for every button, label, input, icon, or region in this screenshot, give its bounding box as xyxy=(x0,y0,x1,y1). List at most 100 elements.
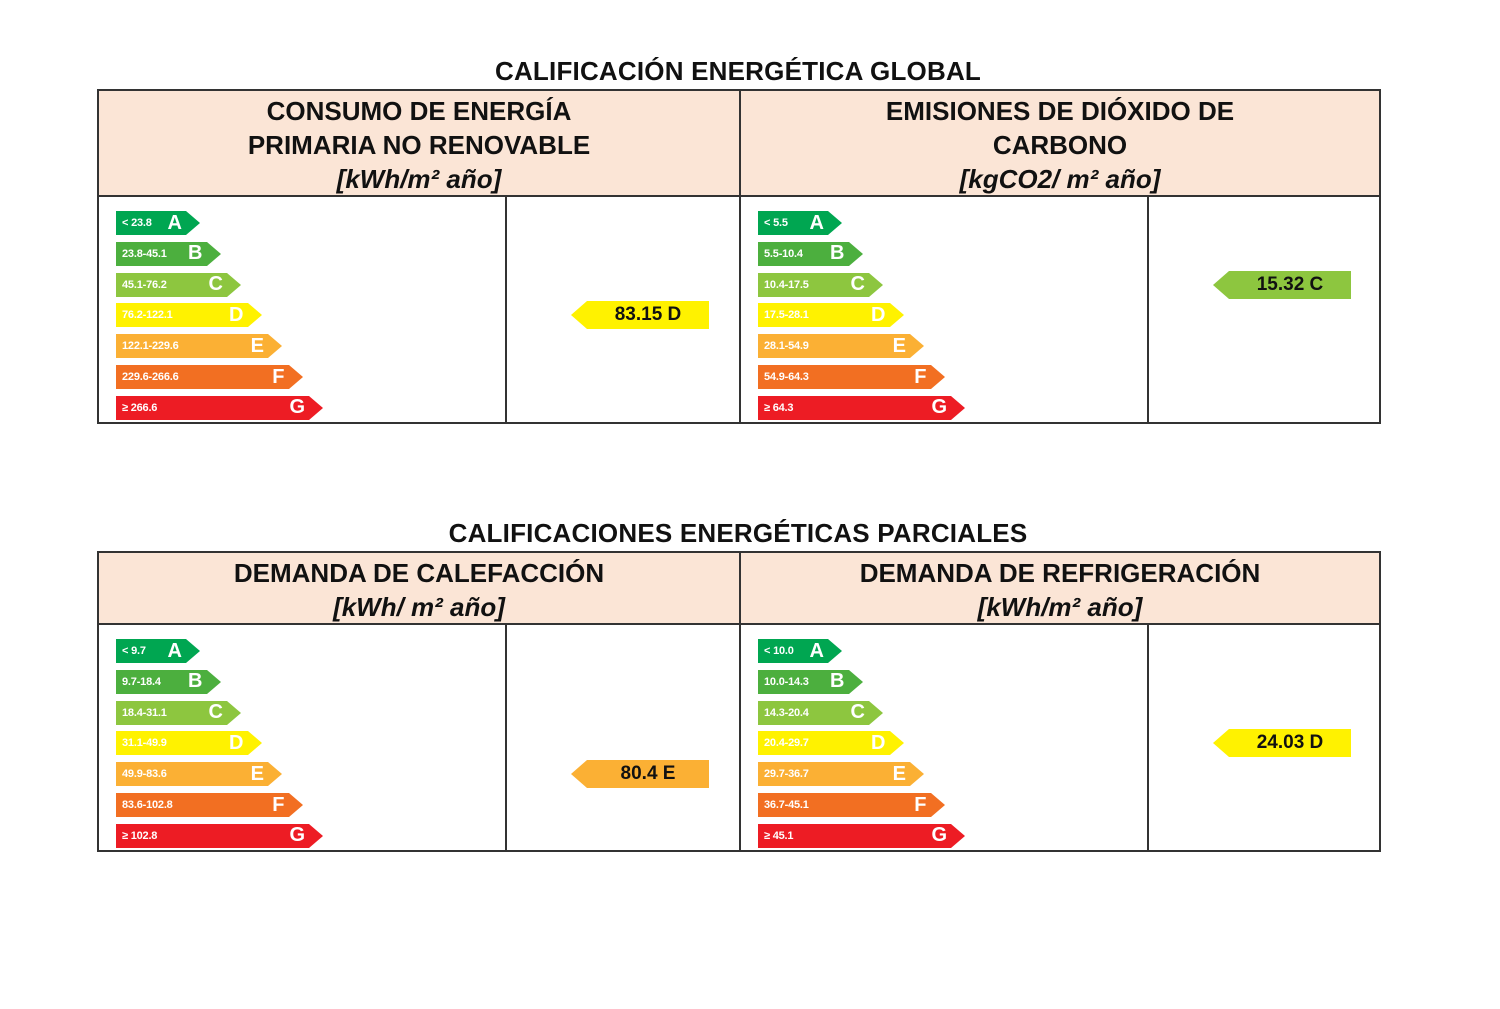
scale-arrow-tip xyxy=(227,272,241,297)
scale-range-label: ≥ 102.8 xyxy=(122,829,158,842)
energy-scale: < 23.8 A 23.8-45.1 B 45.1-76.2 C 76.2-122.1 D 12… xyxy=(99,197,507,422)
scale-range-label: 20.4-29.7 xyxy=(764,737,809,750)
rating-indicator: 80.4 E xyxy=(571,760,709,789)
scale-letter: F xyxy=(914,365,927,388)
scale-range-label: 10.0-14.3 xyxy=(764,675,809,688)
scale-range-label: 229.6-266.6 xyxy=(122,371,179,383)
scale-letter: C xyxy=(850,701,865,724)
scale-range-label: 14.3-20.4 xyxy=(764,706,809,719)
rating-arrow-tip xyxy=(1213,729,1229,758)
scale-arrow-tip xyxy=(206,241,221,266)
scale-arrow-tip xyxy=(869,700,883,725)
scale-letter: F xyxy=(272,793,285,816)
scale-letter: F xyxy=(914,793,927,816)
cooling-demand-header-line1: DEMANDA DE REFRIGERACIÓN xyxy=(859,558,1261,588)
scale-range-label: ≥ 266.6 xyxy=(122,401,158,414)
scale-arrow-tip xyxy=(930,365,945,389)
scale-letter: E xyxy=(250,334,264,357)
scale-bar-c: 10.4-17.5 C xyxy=(758,272,883,297)
scale-bar-c: 18.4-31.1 C xyxy=(116,700,241,725)
primary-energy-header-line1: CONSUMO DE ENERGÍA xyxy=(266,96,572,126)
scale-range-label: < 23.8 xyxy=(122,217,152,229)
scale-letter: E xyxy=(892,762,906,785)
scale-range-label: 76.2-122.1 xyxy=(122,309,173,322)
scale-range-label: 23.8-45.1 xyxy=(122,247,167,260)
scale-bar-d: 17.5-28.1 D xyxy=(758,303,904,328)
scale-range-label: 5.5-10.4 xyxy=(764,247,803,260)
rating-value-area: 83.15 D xyxy=(507,197,739,422)
scale-letter: G xyxy=(931,396,947,419)
scale-bar-b: 10.0-14.3 B xyxy=(758,669,863,694)
rating-arrow-tip xyxy=(571,760,587,789)
global-rating-title: CALIFICACIÓN ENERGÉTICA GLOBAL xyxy=(494,56,982,86)
scale-bar-a: < 5.5 A xyxy=(758,211,842,235)
rating-value-area: 15.32 C xyxy=(1149,197,1379,422)
scale-bar-c: 45.1-76.2 C xyxy=(116,272,241,297)
scale-range-label: 17.5-28.1 xyxy=(764,309,809,322)
scale-range-label: 83.6-102.8 xyxy=(122,799,173,811)
scale-bar-e: 122.1-229.6 E xyxy=(116,334,282,359)
scale-letter: A xyxy=(809,639,824,662)
scale-bar-d: 31.1-49.9 D xyxy=(116,731,262,756)
scale-arrow-tip xyxy=(288,793,303,817)
scale-letter: B xyxy=(830,242,845,265)
scale-range-label: < 9.7 xyxy=(122,645,146,657)
scale-bar-b: 9.7-18.4 B xyxy=(116,669,221,694)
heating-demand-unit: [kWh/ m² año] xyxy=(333,592,505,622)
scale-arrow-tip xyxy=(206,669,221,694)
energy-scale: < 10.0 A 10.0-14.3 B 14.3-20.4 C 20.4-29.7 D 29.… xyxy=(741,625,1149,850)
scale-arrow-tip xyxy=(247,731,262,756)
scale-arrow-tip xyxy=(910,762,924,787)
scale-arrow-tip xyxy=(309,823,323,848)
primary-energy-header-line2: PRIMARIA NO RENOVABLE xyxy=(247,130,591,160)
partial-ratings-table: DEMANDA DE CALEFACCIÓN [kWh/ m² año] DEM… xyxy=(97,551,1381,852)
scale-letter: A xyxy=(167,211,182,234)
scale-bar-b: 23.8-45.1 B xyxy=(116,241,221,266)
scale-arrow-tip xyxy=(889,303,904,328)
scale-bar-a: < 23.8 A xyxy=(116,211,200,235)
scale-arrow-tip xyxy=(828,211,842,235)
scale-range-label: < 5.5 xyxy=(764,217,788,229)
global-header-row: CONSUMO DE ENERGÍA PRIMARIA NO RENOVABLE… xyxy=(99,91,1379,197)
scale-arrow-tip xyxy=(186,211,200,235)
scale-arrow-tip xyxy=(186,639,200,663)
rating-indicator: 15.32 C xyxy=(1213,270,1351,299)
rating-value: 80.4 E xyxy=(587,760,709,789)
rating-indicator: 24.03 D xyxy=(1213,729,1351,758)
co2-emissions-header-line1: EMISIONES DE DIÓXIDO DE xyxy=(885,96,1235,126)
scale-arrow-tip xyxy=(828,639,842,663)
scale-letter: E xyxy=(892,334,906,357)
rating-value: 24.03 D xyxy=(1229,729,1351,758)
energy-scale: < 9.7 A 9.7-18.4 B 18.4-31.1 C 31.1-49.9 D 49.9-… xyxy=(99,625,507,850)
scale-letter: C xyxy=(208,701,223,724)
scale-arrow-tip xyxy=(889,731,904,756)
scale-letter: C xyxy=(208,273,223,296)
co2-emissions-header: EMISIONES DE DIÓXIDO DE CARBONO [kgCO2/ … xyxy=(739,91,1379,195)
scale-letter: A xyxy=(809,211,824,234)
scale-letter: A xyxy=(167,639,182,662)
scale-bar-c: 14.3-20.4 C xyxy=(758,700,883,725)
scale-range-label: 31.1-49.9 xyxy=(122,737,167,750)
primary-energy-panel: < 23.8 A 23.8-45.1 B 45.1-76.2 C 76.2-122.1 D 12… xyxy=(99,197,739,422)
cooling-demand-unit: [kWh/m² año] xyxy=(977,592,1143,622)
scale-bar-e: 29.7-36.7 E xyxy=(758,762,924,787)
scale-range-label: 9.7-18.4 xyxy=(122,675,161,688)
heating-demand-panel: < 9.7 A 9.7-18.4 B 18.4-31.1 C 31.1-49.9 D 49.9-… xyxy=(99,625,739,850)
scale-letter: E xyxy=(250,762,264,785)
scale-bar-g: ≥ 45.1 G xyxy=(758,823,965,848)
scale-bar-g: ≥ 102.8 G xyxy=(116,823,323,848)
scale-arrow-tip xyxy=(288,365,303,389)
scale-range-label: 18.4-31.1 xyxy=(122,706,167,719)
scale-range-label: < 10.0 xyxy=(764,645,794,657)
rating-arrow-tip xyxy=(1213,270,1229,299)
global-rating-table: CONSUMO DE ENERGÍA PRIMARIA NO RENOVABLE… xyxy=(97,89,1381,424)
scale-range-label: 49.9-83.6 xyxy=(122,768,167,781)
scale-bar-d: 20.4-29.7 D xyxy=(758,731,904,756)
scale-letter: G xyxy=(289,396,305,419)
scale-range-label: 29.7-36.7 xyxy=(764,768,809,781)
scale-arrow-tip xyxy=(848,241,863,266)
global-body-row: < 23.8 A 23.8-45.1 B 45.1-76.2 C 76.2-122.1 D 12… xyxy=(99,197,1379,422)
co2-emissions-panel: < 5.5 A 5.5-10.4 B 10.4-17.5 C 17.5-28.1 D 28.1-… xyxy=(739,197,1379,422)
co2-emissions-unit: [kgCO2/ m² año] xyxy=(959,164,1161,194)
scale-arrow-tip xyxy=(951,823,965,848)
